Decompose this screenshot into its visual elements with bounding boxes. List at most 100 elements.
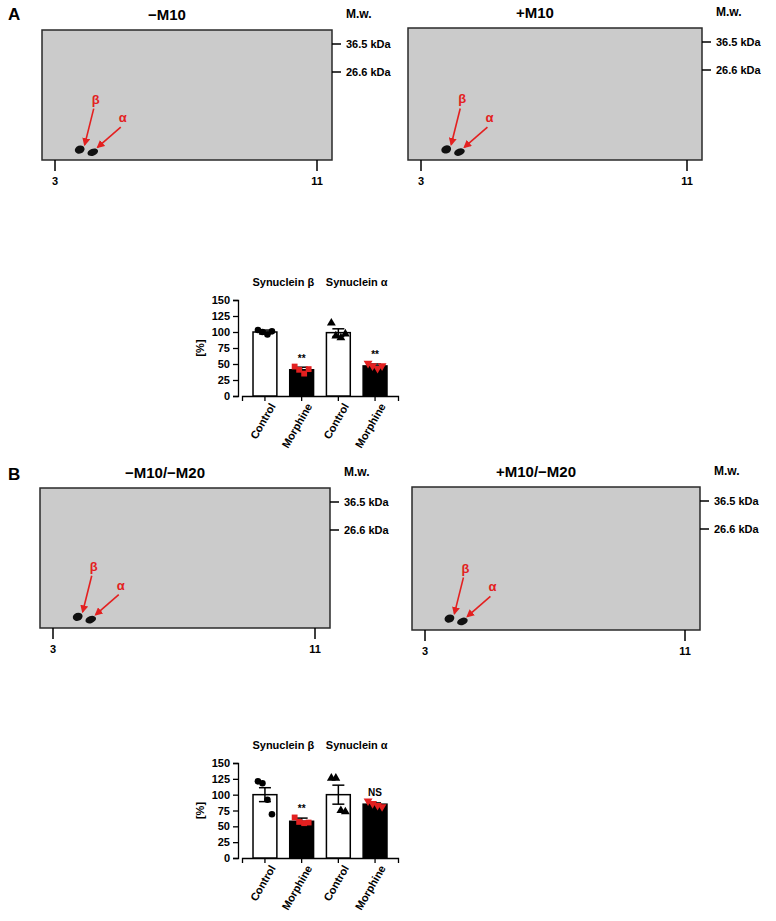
y-tick: 0 <box>224 852 238 864</box>
x-tick-mark <box>264 858 265 863</box>
group-label: Synuclein β <box>252 276 314 288</box>
x-tick: Morphine <box>353 396 388 450</box>
spot-label: β <box>461 561 469 576</box>
y-tick-mark <box>233 332 238 333</box>
x-tick: Control <box>321 858 351 903</box>
gel-title: −M10/−M20 <box>125 464 205 481</box>
y-tick-mark <box>233 380 238 381</box>
significance-label: ** <box>298 353 306 364</box>
significance-label: ** <box>298 803 306 814</box>
y-tick: 75 <box>218 342 238 354</box>
y-tick-label: 125 <box>212 310 230 322</box>
x-axis-line <box>243 397 399 402</box>
data-point <box>306 366 312 372</box>
mw-tick-label: 26.6 kDa <box>344 524 390 536</box>
spot-arrow <box>85 109 94 145</box>
protein-spot <box>72 611 84 622</box>
spot-arrow <box>467 596 490 616</box>
plot-marks <box>253 318 387 396</box>
x-axis: ControlMorphineControlMorphine <box>243 396 399 450</box>
gel-title: −M10 <box>148 6 186 23</box>
x-tick-label: Morphine <box>279 863 314 912</box>
x-tick-mark <box>338 858 339 863</box>
y-axis-title: [%] <box>194 339 206 356</box>
gel-image <box>40 488 330 628</box>
data-point <box>269 328 276 335</box>
mw-tick <box>332 43 341 45</box>
ph-tick-label: 11 <box>679 645 691 657</box>
spot-arrow <box>98 127 121 147</box>
mw-label: M.w. <box>714 464 740 478</box>
x-tick-mark <box>264 396 265 401</box>
spot-label: α <box>488 579 496 594</box>
group-label: Synuclein α <box>326 739 388 751</box>
x-tick: Morphine <box>279 396 314 450</box>
y-tick: 150 <box>212 294 238 306</box>
data-point <box>341 807 350 815</box>
error-bar-cap <box>259 787 271 789</box>
x-tick-label: Control <box>248 401 278 441</box>
y-tick-mark <box>233 364 238 365</box>
y-tick: 125 <box>212 773 238 785</box>
x-axis: ControlMorphineControlMorphine <box>243 858 399 912</box>
protein-spot <box>453 147 466 157</box>
y-tick-label: 0 <box>224 852 230 864</box>
spot-label: α <box>119 110 127 125</box>
y-tick-mark <box>233 779 238 780</box>
x-tick-label: Morphine <box>353 401 388 450</box>
y-axis: 0255075100125150 <box>212 294 239 402</box>
bar <box>253 332 277 396</box>
ph-tick <box>54 160 56 171</box>
group-label: Synuclein α <box>326 276 388 288</box>
data-point <box>341 329 350 337</box>
y-tick-label: 125 <box>212 773 230 785</box>
y-tick-label: 50 <box>218 820 230 832</box>
figure: A−M10M.w.36.5 kDa26.6 kDa311βα+M10M.w.36… <box>0 0 776 921</box>
gel-title: +M10/−M20 <box>496 463 576 480</box>
x-tick-mark <box>374 396 375 401</box>
x-tick-mark <box>301 858 302 863</box>
ph-tick-label: 3 <box>422 645 428 657</box>
protein-spot <box>443 613 455 624</box>
y-tick: 100 <box>212 789 238 801</box>
y-axis-line <box>233 301 239 397</box>
gel-image <box>412 487 700 630</box>
gel: +M10M.w.36.5 kDa26.6 kDa311βα <box>408 4 762 187</box>
mw-tick-label: 36.5 kDa <box>346 38 392 50</box>
x-tick-label: Morphine <box>353 863 388 912</box>
bar <box>326 333 350 396</box>
ph-tick <box>316 160 318 171</box>
y-tick: 75 <box>218 805 238 817</box>
protein-spot <box>440 144 452 155</box>
y-tick-label: 0 <box>224 390 230 402</box>
protein-spot <box>456 616 469 626</box>
spot-label: β <box>458 91 466 106</box>
data-point <box>378 804 387 812</box>
y-tick: 25 <box>218 836 238 848</box>
ph-tick <box>684 630 686 641</box>
data-point <box>327 318 336 326</box>
mw-tick <box>702 41 711 43</box>
y-tick-label: 100 <box>212 789 230 801</box>
y-tick: 150 <box>212 757 238 769</box>
mw-tick-label: 36.5 kDa <box>344 496 390 508</box>
gel: −M10M.w.36.5 kDa26.6 kDa311βα <box>42 6 392 187</box>
ph-tick <box>420 160 422 171</box>
mw-tick-label: 26.6 kDa <box>714 523 760 535</box>
mw-tick <box>700 528 709 530</box>
bar <box>253 795 277 858</box>
mw-tick <box>702 69 711 71</box>
spot-arrow <box>83 576 92 612</box>
mw-tick-label: 36.5 kDa <box>714 495 760 507</box>
mw-tick <box>330 501 339 503</box>
error-bar <box>332 785 344 804</box>
y-tick-label: 25 <box>218 836 230 848</box>
y-tick-mark <box>233 763 238 764</box>
y-axis-title: [%] <box>194 802 206 819</box>
x-tick: Control <box>321 396 351 441</box>
spot-label: β <box>90 559 98 574</box>
mw-tick-label: 26.6 kDa <box>346 66 392 78</box>
spot-arrow <box>96 595 119 615</box>
data-point <box>264 796 271 803</box>
gel-image <box>42 30 332 160</box>
